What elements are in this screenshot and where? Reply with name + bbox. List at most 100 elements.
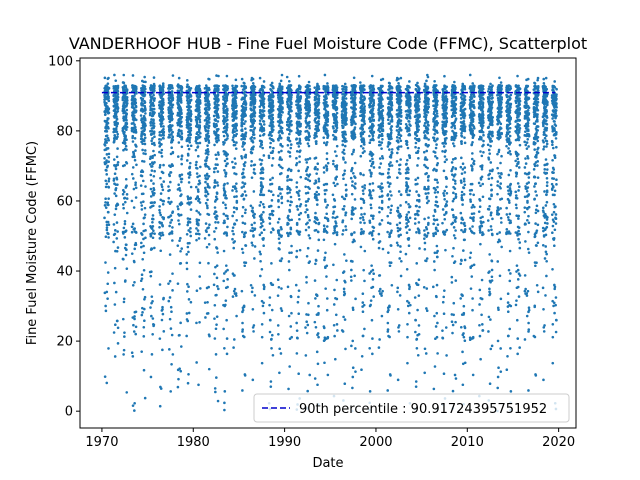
scatter-point xyxy=(151,332,154,336)
scatter-point xyxy=(234,102,238,105)
scatter-point xyxy=(253,114,256,118)
scatter-point xyxy=(204,316,207,319)
scatter-point xyxy=(153,201,156,204)
scatter-point xyxy=(170,200,173,204)
scatter-point xyxy=(371,278,375,281)
scatter-point xyxy=(269,190,273,193)
scatter-point xyxy=(360,206,363,210)
scatter-point xyxy=(361,127,365,131)
scatter-point xyxy=(198,213,202,216)
scatter-point xyxy=(217,87,220,91)
scatter-point xyxy=(179,321,182,325)
scatter-point xyxy=(305,275,308,279)
scatter-point xyxy=(124,144,128,148)
scatter-point xyxy=(143,90,147,94)
scatter-point xyxy=(168,106,172,109)
scatter-point xyxy=(142,237,145,241)
scatter-point xyxy=(131,140,135,143)
scatter-point xyxy=(207,121,211,124)
scatter-point xyxy=(180,86,184,90)
scatter-point xyxy=(188,217,192,221)
scatter-point xyxy=(121,192,125,196)
scatter-point xyxy=(150,165,154,168)
scatter-point xyxy=(308,103,311,107)
scatter-point xyxy=(272,146,275,150)
scatter-point xyxy=(170,333,174,337)
scatter-point xyxy=(371,107,375,110)
scatter-point xyxy=(195,167,199,170)
scatter-point xyxy=(217,134,220,137)
scatter-point xyxy=(106,82,110,85)
scatter-point xyxy=(242,148,246,151)
scatter-point xyxy=(162,130,166,134)
scatter-point xyxy=(262,80,266,83)
scatter-point xyxy=(195,209,198,213)
scatter-point xyxy=(115,250,119,253)
scatter-point xyxy=(189,110,193,114)
scatter-point xyxy=(241,171,245,175)
scatter-point xyxy=(177,76,181,80)
scatter-point xyxy=(307,96,311,99)
scatter-point xyxy=(197,383,200,387)
scatter-point xyxy=(105,130,109,133)
scatter-point xyxy=(112,128,116,131)
scatter-point xyxy=(195,172,199,175)
scatter-point xyxy=(116,132,119,136)
scatter-point xyxy=(298,132,302,136)
scatter-point xyxy=(304,326,307,329)
scatter-point xyxy=(208,77,211,81)
scatter-point xyxy=(207,175,211,178)
scatter-point xyxy=(152,130,156,133)
scatter-point xyxy=(112,177,116,181)
scatter-point xyxy=(204,139,208,143)
scatter-point xyxy=(207,124,211,128)
scatter-point xyxy=(326,104,329,107)
scatter-point xyxy=(306,389,309,393)
scatter-point xyxy=(125,193,129,196)
scatter-point xyxy=(113,303,117,306)
scatter-point xyxy=(334,313,338,317)
scatter-point xyxy=(189,118,193,122)
scatter-point xyxy=(226,182,229,185)
scatter-point xyxy=(116,326,120,330)
scatter-point xyxy=(105,223,109,227)
scatter-point xyxy=(286,199,290,203)
scatter-point xyxy=(240,77,244,81)
scatter-point xyxy=(179,261,183,265)
scatter-point xyxy=(244,244,248,247)
scatter-point xyxy=(133,317,136,321)
scatter-point xyxy=(317,115,321,118)
scatter-point xyxy=(180,154,184,157)
scatter-point xyxy=(134,196,138,199)
scatter-point xyxy=(363,187,366,190)
scatter-point xyxy=(231,189,234,192)
scatter-point xyxy=(253,212,256,216)
scatter-point xyxy=(290,123,293,127)
scatter-point xyxy=(170,115,174,119)
scatter-point xyxy=(244,208,247,212)
scatter-point xyxy=(178,189,182,192)
scatter-point xyxy=(226,137,229,140)
scatter-point xyxy=(371,182,375,185)
scatter-point xyxy=(317,108,320,112)
scatter-point xyxy=(134,231,138,234)
scatter-point xyxy=(279,79,283,83)
scatter-point xyxy=(216,184,220,187)
scatter-point xyxy=(207,226,210,229)
scatter-point xyxy=(262,154,266,157)
scatter-point xyxy=(279,116,282,119)
scatter-point xyxy=(104,112,107,116)
scatter-point xyxy=(369,159,372,163)
scatter-point xyxy=(105,381,109,385)
scatter-point xyxy=(335,121,339,124)
scatter-point xyxy=(344,133,348,136)
scatter-point xyxy=(140,204,144,207)
scatter-point xyxy=(354,207,357,210)
scatter-point xyxy=(371,217,375,220)
scatter-point xyxy=(158,283,162,286)
scatter-point xyxy=(242,304,246,308)
scatter-point xyxy=(354,297,357,301)
scatter-point xyxy=(114,290,118,294)
scatter-point xyxy=(197,218,201,222)
scatter-point xyxy=(103,156,106,160)
